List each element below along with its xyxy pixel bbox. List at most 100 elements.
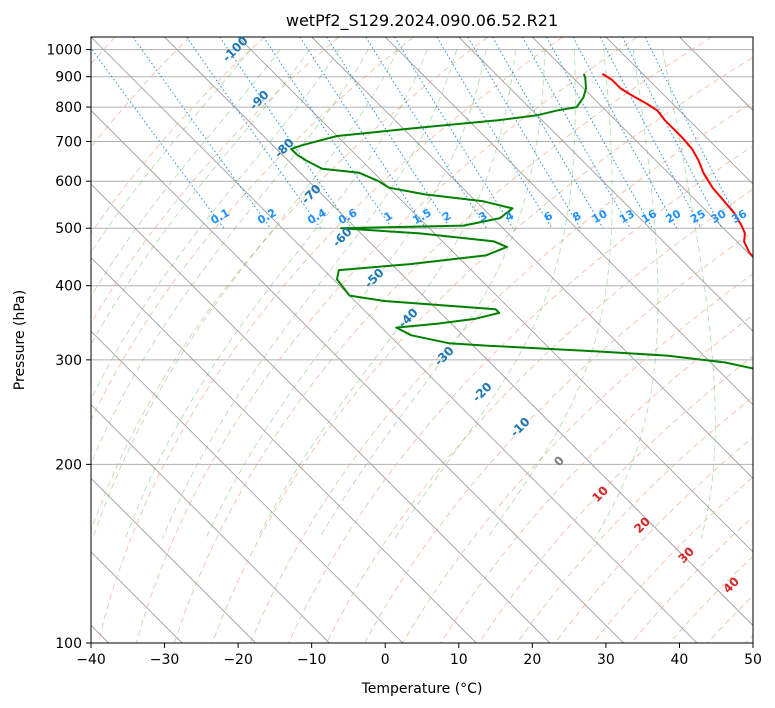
y-tick-label: 900 [55,70,82,86]
dry-adiabat [745,634,753,643]
isotherm-line [752,37,753,38]
y-tick-label: 800 [55,100,82,116]
dry-adiabat [91,37,340,325]
y-tick-label: 700 [55,134,82,150]
x-tick-label: −30 [150,652,180,668]
mixing-ratio-line [299,37,426,229]
dry-adiabat [706,595,753,643]
isotherm-line [91,109,624,643]
y-tick-label: 300 [55,353,82,369]
y-tick-label: 500 [55,221,82,237]
moist-adiabat [91,49,340,401]
mixing-ratio-line [436,37,553,229]
isotherm-label: 40 [720,574,742,596]
isotherm-label: -90 [247,88,272,113]
isotherm-line [605,37,753,185]
isotherm-label: -20 [470,380,495,405]
mixing-ratio-line [91,47,225,229]
mixing-ratio-line [644,37,743,229]
moist-adiabat [92,49,399,539]
dry-adiabat [326,188,753,643]
y-tick-label: 600 [55,174,82,190]
mixing-ratio-line [599,37,702,229]
x-axis: −40 −30 −20 −10 0 10 20 30 40 50 [76,643,762,668]
temperature-profile [601,73,753,259]
isotherm-line [91,477,256,643]
isotherm-label: 30 [675,544,697,566]
isotherm-label: -10 [508,415,533,440]
mixing-ratio-label: 0.2 [255,206,278,227]
x-tick-label: −20 [223,652,253,668]
moist-adiabat [91,49,281,298]
dry-adiabat [91,37,265,235]
dry-adiabat [440,314,753,643]
mixing-ratio-label: 8 [570,209,583,224]
isotherm-line [532,37,753,259]
y-tick-label: 400 [55,279,82,295]
dry-adiabat [478,355,753,643]
mixing-ratio-label: 0.1 [208,206,231,227]
dry-adiabat [97,37,563,643]
isotherm-label: 10 [589,483,611,505]
moist-adiabat [662,49,716,539]
y-tick-label: 200 [55,457,82,473]
x-tick-label: 10 [450,652,468,668]
mixing-ratio-label: 0.6 [336,206,360,227]
moist-adiabat [256,49,516,539]
mixing-ratio-label: 6 [542,209,555,224]
dry-adiabat [211,56,753,643]
mixing-ratio-line [326,37,451,229]
x-tick-label: −10 [297,652,327,668]
y-axis-label: Pressure (hPa) [12,290,28,390]
mixing-ratio-label: 1.5 [410,206,433,227]
mixing-ratio-label: 2 [440,209,453,224]
x-tick-label: 40 [671,652,689,668]
isotherm-line [91,330,404,643]
x-tick-label: 0 [381,652,390,668]
isotherm-line [91,404,330,643]
moist-adiabat [594,49,659,539]
dry-adiabat [173,37,713,643]
moist-adiabat [91,49,310,346]
mixing-ratio-label: 1 [382,209,395,224]
moist-adiabat [205,49,487,539]
mixing-ratio-line [546,37,653,229]
isotherm-line [384,37,753,406]
isotherm-label: 0 [551,453,567,469]
isotherm-label: -70 [299,182,324,207]
isotherm-label: -30 [432,344,457,369]
dry-adiabat [288,145,753,643]
y-axis: 100 200 300 400 500 600 700 800 900 1000 [46,43,91,652]
moist-adiabat [486,49,613,539]
moist-adiabat [162,49,458,539]
y-tick-label: 100 [55,636,82,652]
moist-adiabat [394,49,576,539]
isotherm-line [91,183,551,643]
dry-adiabat [554,436,753,643]
isotherm-line [91,37,698,643]
y-tick-label: 1000 [46,43,82,59]
dewpoint-profile [290,73,753,370]
moist-adiabat [124,49,428,539]
x-tick-label: 30 [597,652,615,668]
chart-title: wetPf2_S129.2024.090.06.52.R21 [286,11,558,31]
plot-area [91,37,753,643]
dry-adiabat [135,37,638,643]
mixing-ratio-label: 10 [590,207,610,226]
moist-adiabat [318,49,546,539]
dry-adiabat [249,101,753,643]
isotherm-line [458,37,753,332]
moist-adiabat [91,49,252,254]
x-tick-label: −40 [76,652,106,668]
plot-frame [90,36,754,644]
mixing-ratio-label: 30 [709,207,729,226]
dry-adiabat [91,37,414,422]
mixing-ratio-line [365,37,487,229]
x-tick-label: 50 [744,652,762,668]
x-axis-label: Temperature (°C) [361,681,483,697]
mixing-ratio-line [572,37,678,229]
x-tick-label: 20 [523,652,541,668]
mixing-ratio-label: 16 [639,207,659,226]
mixing-ratio-label: 0.4 [305,206,329,227]
